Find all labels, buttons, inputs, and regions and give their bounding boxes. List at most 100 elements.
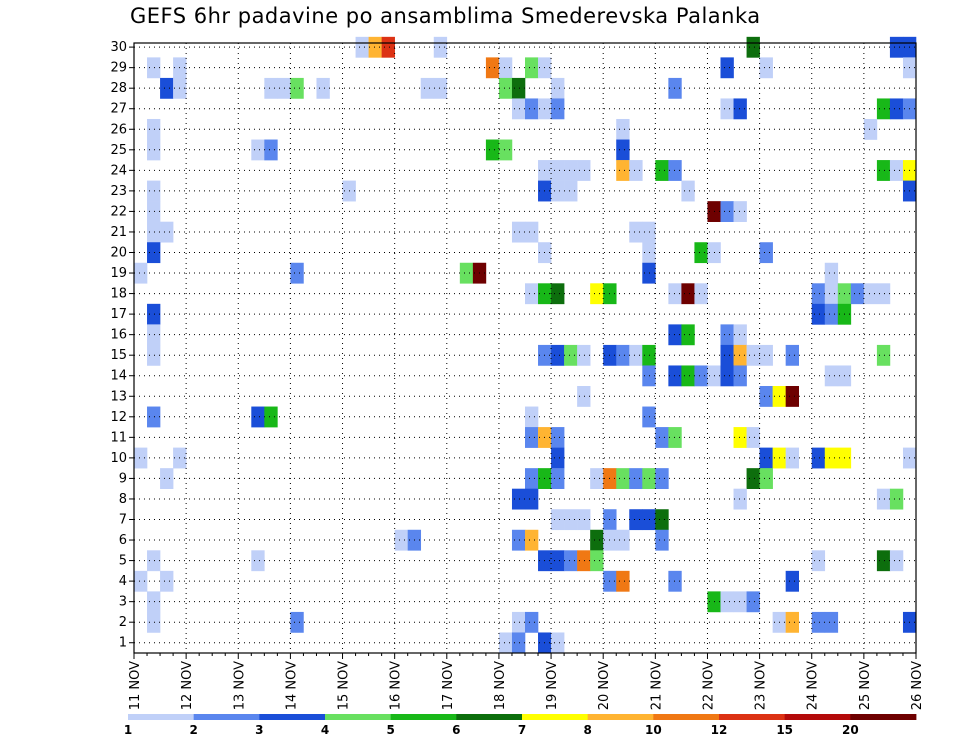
heatmap-cell bbox=[525, 283, 539, 305]
heatmap-cell bbox=[655, 509, 669, 531]
heatmap-cell bbox=[811, 550, 826, 572]
heatmap-cell bbox=[889, 488, 904, 510]
colorbar-segment bbox=[325, 714, 392, 720]
heatmap-cell bbox=[368, 36, 382, 58]
colorbar-label: 15 bbox=[776, 723, 793, 737]
heatmap-cell bbox=[290, 611, 304, 633]
x-tick-label: 13 NOV bbox=[232, 661, 247, 710]
heatmap-cell bbox=[876, 98, 891, 120]
heatmap-cell bbox=[511, 529, 526, 551]
heatmap-cell bbox=[668, 283, 682, 305]
colorbar-label: 3 bbox=[255, 723, 263, 737]
heatmap-cell bbox=[616, 118, 630, 140]
y-tick-label: 27 bbox=[110, 102, 127, 117]
heatmap-cell bbox=[498, 139, 513, 161]
y-tick-label: 15 bbox=[110, 348, 127, 363]
heatmap-cell bbox=[616, 529, 630, 551]
y-tick-label: 25 bbox=[110, 143, 127, 158]
heatmap-cell bbox=[485, 139, 500, 161]
heatmap-cell bbox=[577, 344, 591, 366]
heatmap-cell bbox=[824, 283, 839, 305]
heatmap-cell bbox=[251, 139, 265, 161]
colorbar-segment bbox=[456, 714, 523, 720]
y-tick-label: 29 bbox=[110, 61, 127, 76]
heatmap-cell bbox=[785, 344, 799, 366]
colorbar-label: 10 bbox=[645, 723, 662, 737]
heatmap-cell bbox=[889, 36, 904, 58]
heatmap-cell bbox=[629, 221, 643, 243]
heatmap-cell bbox=[642, 221, 656, 243]
heatmap-cell bbox=[642, 344, 656, 366]
heatmap-cell bbox=[759, 447, 773, 469]
heatmap-cell bbox=[785, 386, 799, 407]
heatmap-cell bbox=[746, 427, 760, 448]
heatmap-cell bbox=[746, 591, 760, 613]
y-tick-label: 5 bbox=[119, 554, 127, 569]
heatmap-cell bbox=[759, 386, 773, 407]
heatmap-cell bbox=[394, 529, 408, 551]
heatmap-cell bbox=[381, 36, 395, 58]
heatmap-cell bbox=[811, 611, 826, 633]
heatmap-cell bbox=[668, 77, 682, 99]
heatmap-cell bbox=[629, 509, 643, 531]
heatmap-cell bbox=[147, 550, 161, 572]
colorbar-segment bbox=[653, 714, 720, 720]
heatmap-cell bbox=[525, 488, 539, 510]
heatmap-cell bbox=[590, 529, 604, 551]
heatmap-cell bbox=[785, 447, 799, 469]
heatmap-cell bbox=[577, 550, 591, 572]
y-tick-label: 20 bbox=[110, 245, 127, 260]
heatmap-cell bbox=[876, 344, 891, 366]
heatmap-cell bbox=[746, 344, 760, 366]
heatmap-cell bbox=[629, 160, 643, 181]
heatmap-cell bbox=[616, 344, 630, 366]
y-tick-label: 13 bbox=[110, 389, 127, 404]
heatmap-cell bbox=[811, 447, 826, 469]
heatmap-cell bbox=[160, 468, 174, 489]
x-tick-label: 14 NOV bbox=[284, 661, 299, 710]
heatmap-cell bbox=[577, 386, 591, 407]
heatmap-cell bbox=[459, 262, 474, 284]
heatmap-cell bbox=[733, 488, 747, 510]
colorbar-label: 6 bbox=[452, 723, 460, 737]
heatmap-cell bbox=[616, 160, 630, 181]
heatmap-cell bbox=[134, 262, 148, 284]
heatmap-cell bbox=[889, 98, 904, 120]
heatmap-cell bbox=[629, 344, 643, 366]
colorbar-segment bbox=[193, 714, 260, 720]
heatmap-cell bbox=[759, 242, 773, 264]
colorbar-segment bbox=[850, 714, 917, 720]
x-tick-label: 18 NOV bbox=[493, 661, 508, 710]
y-tick-label: 24 bbox=[110, 163, 127, 178]
heatmap-cell bbox=[147, 180, 161, 202]
heatmap-cell bbox=[733, 201, 747, 222]
heatmap-cell bbox=[160, 570, 174, 592]
heatmap-cell bbox=[498, 57, 513, 79]
heatmap-cell bbox=[720, 98, 734, 120]
heatmap-cell bbox=[433, 77, 448, 99]
heatmap-cell bbox=[525, 221, 539, 243]
x-tick-label: 20 NOV bbox=[597, 661, 612, 710]
heatmap-cell bbox=[681, 324, 695, 346]
heatmap-cell bbox=[642, 406, 656, 428]
heatmap-cell bbox=[498, 632, 513, 654]
colorbar-label: 7 bbox=[518, 723, 526, 737]
x-tick-label: 25 NOV bbox=[858, 661, 873, 710]
heatmap-cell bbox=[147, 57, 161, 79]
heatmap-cell bbox=[564, 344, 578, 366]
heatmap-cell bbox=[863, 283, 878, 305]
y-tick-label: 6 bbox=[119, 533, 127, 548]
heatmap-cell bbox=[655, 529, 669, 551]
heatmap-cell bbox=[863, 118, 878, 140]
heatmap-cell bbox=[876, 488, 891, 510]
heatmap-cell bbox=[147, 201, 161, 222]
heatmap-cell bbox=[720, 365, 734, 387]
heatmap-cell bbox=[551, 468, 565, 489]
heatmap-cell bbox=[290, 77, 304, 99]
y-tick-label: 18 bbox=[110, 287, 127, 302]
y-tick-label: 14 bbox=[110, 369, 127, 384]
y-tick-label: 21 bbox=[110, 225, 127, 240]
heatmap-cell bbox=[147, 118, 161, 140]
y-tick-label: 11 bbox=[110, 430, 127, 445]
